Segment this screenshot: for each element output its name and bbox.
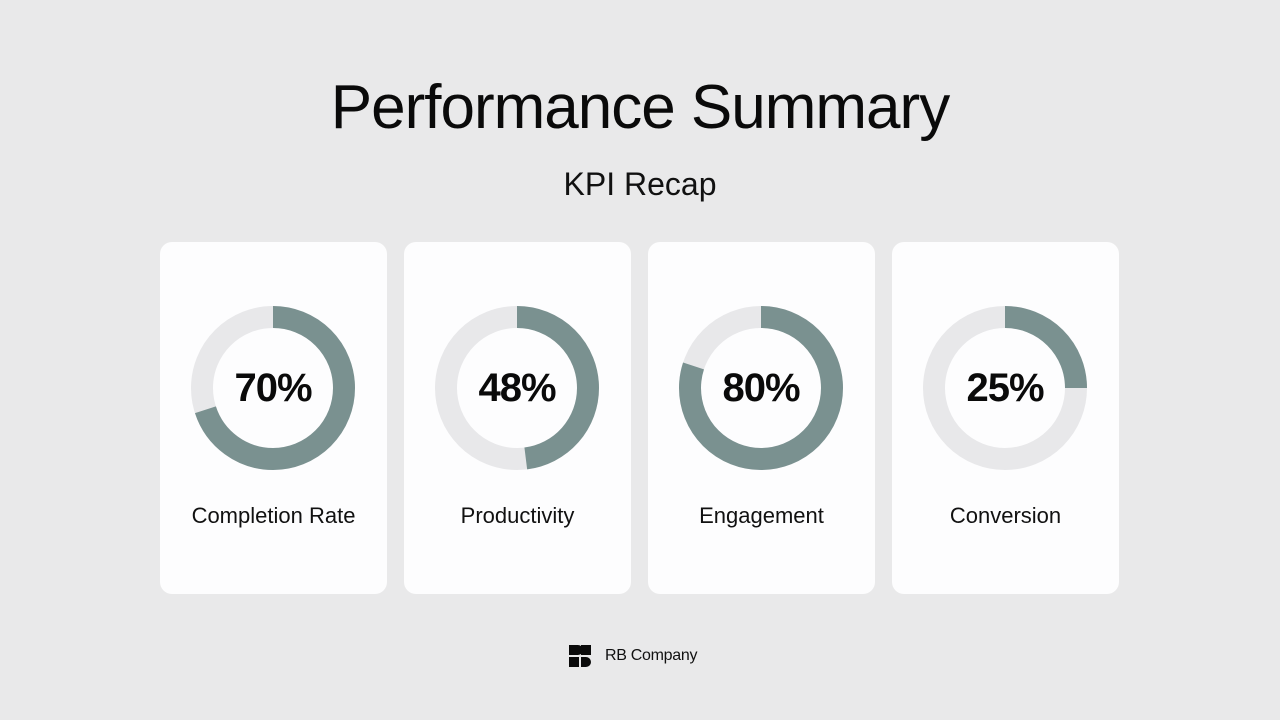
donut-chart-icon: [435, 306, 599, 470]
kpi-label: Completion Rate: [191, 503, 356, 528]
donut-chart-icon: [191, 306, 355, 470]
donut-gauge: 80%: [679, 306, 843, 470]
kpi-card-engagement: 80% Engagement: [648, 242, 875, 594]
kpi-label: Productivity: [460, 503, 575, 528]
donut-chart-icon: [679, 306, 843, 470]
kpi-value: 70%: [234, 365, 312, 410]
donut-gauge: 48%: [435, 306, 599, 470]
brand-name: RB Company: [605, 647, 698, 664]
kpi-card-productivity: 48% Productivity: [404, 242, 631, 594]
footer-brand: RB Company: [569, 645, 697, 667]
donut-chart-icon: [923, 306, 1087, 470]
kpi-value: 80%: [722, 365, 800, 410]
kpi-label: Conversion: [949, 503, 1062, 528]
donut-gauge: 25%: [923, 306, 1087, 470]
kpi-value: 25%: [966, 365, 1044, 410]
kpi-card-conversion: 25% Conversion: [892, 242, 1119, 594]
rb-logo-icon: [569, 645, 591, 667]
kpi-cards: 70% Completion Rate 48% Productivity 80%…: [160, 242, 1120, 594]
kpi-label: Engagement: [699, 503, 824, 528]
donut-gauge: 70%: [191, 306, 355, 470]
page-subtitle: KPI Recap: [563, 166, 717, 202]
page-title: Performance Summary: [330, 73, 950, 142]
kpi-value: 48%: [478, 365, 556, 410]
kpi-card-completion-rate: 70% Completion Rate: [160, 242, 387, 594]
